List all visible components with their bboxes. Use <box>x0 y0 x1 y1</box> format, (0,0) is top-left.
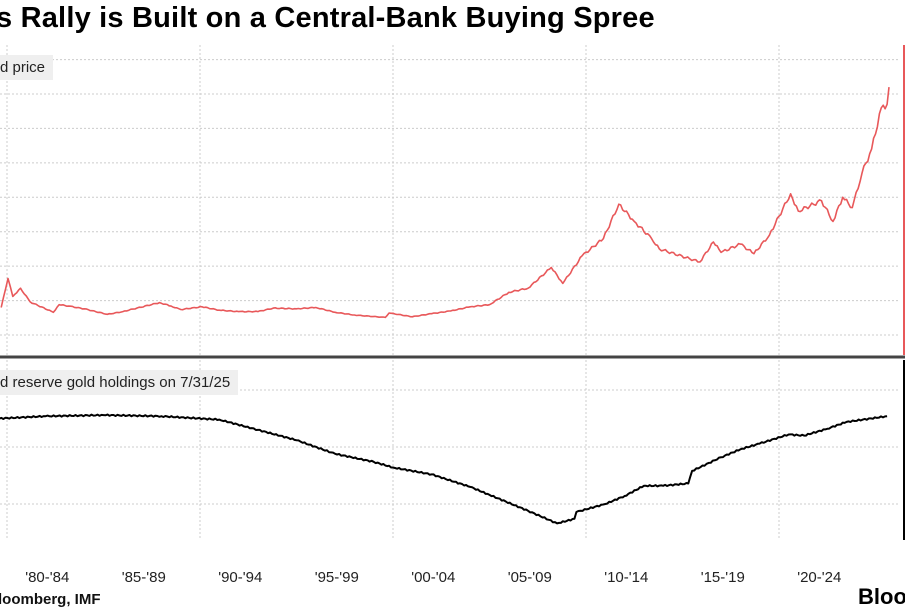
holdings-line <box>0 413 888 525</box>
bloomberg-logo: Bloo <box>858 584 905 609</box>
x-tick-label: '20-'24 <box>797 569 841 586</box>
legend-price: d price <box>0 55 54 80</box>
gridlines <box>0 45 900 540</box>
axes <box>0 45 905 540</box>
x-tick-labels: '80-'84 '85-'89 '90-'94 '95-'99 '00-'04 '05-'… <box>25 569 841 586</box>
x-tick-label: '85-'89 <box>122 569 166 586</box>
x-tick-label: '80-'84 <box>25 569 69 586</box>
series-lines <box>0 87 890 525</box>
x-tick-label: '05-'09 <box>508 569 552 586</box>
x-tick-label: '95-'99 <box>315 569 359 586</box>
x-tick-label: '90-'94 <box>218 569 262 586</box>
chart-title: s Rally is Built on a Central-Bank Buyin… <box>0 2 655 34</box>
x-tick-label: '00-'04 <box>411 569 455 586</box>
x-tick-label: '10-'14 <box>604 569 648 586</box>
price-line <box>0 87 890 319</box>
source-note: loomberg, IMF <box>0 591 101 608</box>
legend-holdings: d reserve gold holdings on 7/31/25 <box>0 370 239 395</box>
x-tick-label: '15-'19 <box>701 569 745 586</box>
